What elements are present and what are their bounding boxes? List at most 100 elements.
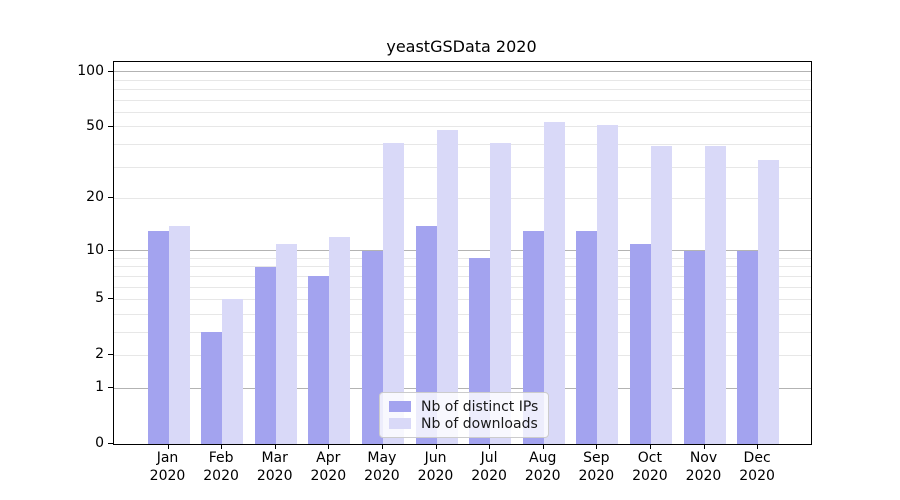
x-tick-year: 2020: [685, 468, 722, 484]
legend-swatch: [389, 418, 411, 429]
x-tick-month: Apr: [316, 450, 341, 466]
legend-entry: Nb of downloads: [389, 415, 538, 432]
y-tick-mark: [108, 354, 113, 356]
gridline-major: [114, 250, 811, 252]
gridline-minor: [114, 354, 811, 356]
gridline-minor: [114, 313, 811, 315]
bar-nb-of-downloads-jun: [436, 130, 458, 444]
bar-nb-of-downloads-mar: [275, 243, 297, 444]
bar-nb-of-downloads-jul: [490, 142, 512, 444]
bar-nb-of-distinct-ips-apr: [308, 276, 330, 444]
x-tick-label: Jan 2020: [138, 449, 198, 485]
x-tick-mark: [649, 444, 651, 449]
bar-nb-of-distinct-ips-sep: [576, 231, 598, 444]
x-tick-year: 2020: [203, 468, 239, 484]
gridline-minor: [114, 266, 811, 268]
bar-nb-of-distinct-ips-mar: [254, 266, 276, 444]
bar-nb-of-distinct-ips-jun: [415, 225, 437, 444]
x-tick-year: 2020: [417, 468, 454, 484]
x-tick-label: May 2020: [352, 449, 412, 485]
y-tick-mark: [108, 443, 113, 444]
x-tick-label: Jun 2020: [406, 449, 466, 485]
bar-nb-of-downloads-may: [382, 142, 404, 444]
legend: Nb of distinct IPs Nb of downloads: [379, 392, 550, 438]
bar-nb-of-distinct-ips-jan: [147, 231, 169, 444]
x-tick-mark: [274, 444, 276, 449]
x-tick-mark: [328, 444, 330, 449]
bar-nb-of-downloads-jan: [168, 225, 190, 444]
gridline-minor: [114, 143, 811, 145]
bar-nb-of-distinct-ips-may: [361, 250, 383, 444]
bar-nb-of-distinct-ips-nov: [683, 250, 705, 444]
y-tick-mark: [108, 249, 113, 251]
x-tick-year: 2020: [310, 468, 347, 484]
x-tick-year: 2020: [149, 468, 186, 484]
x-tick-year: 2020: [739, 468, 775, 484]
y-tick-mark: [108, 125, 113, 127]
x-tick-mark: [757, 444, 759, 449]
x-tick-month: May: [367, 450, 397, 466]
plot-area: [113, 61, 812, 445]
gridline-minor: [114, 89, 811, 91]
x-tick-year: 2020: [256, 468, 293, 484]
legend-swatch: [389, 401, 411, 412]
x-tick-mark: [167, 444, 169, 449]
x-tick-month: Aug: [529, 450, 557, 466]
bar-nb-of-downloads-feb: [222, 299, 244, 444]
gridline-minor: [114, 257, 811, 259]
x-tick-mark: [221, 444, 223, 449]
bar-nb-of-downloads-dec: [758, 159, 780, 444]
y-tick-label: 100: [77, 62, 104, 79]
x-tick-month: Jul: [480, 450, 498, 466]
bar-nb-of-distinct-ips-dec: [737, 250, 759, 444]
y-tick-label: 50: [86, 117, 104, 134]
y-tick-label: 5: [95, 290, 104, 307]
x-tick-label: Dec 2020: [727, 449, 787, 485]
gridline-major: [114, 71, 811, 73]
y-tick-mark: [108, 70, 113, 72]
bar-nb-of-distinct-ips-oct: [629, 243, 651, 444]
y-tick-label: 20: [86, 189, 104, 206]
y-tick-mark: [108, 387, 113, 389]
y-tick-label: 2: [95, 346, 104, 363]
x-tick-mark: [381, 444, 383, 449]
x-tick-year: 2020: [632, 468, 668, 484]
bar-nb-of-downloads-aug: [543, 122, 565, 444]
x-tick-mark: [596, 444, 598, 449]
y-tick-label: 1: [95, 379, 104, 396]
gridline-minor: [114, 166, 811, 168]
y-tick-label: 0: [95, 435, 104, 451]
x-tick-label: Nov 2020: [674, 449, 734, 485]
bar-nb-of-downloads-oct: [650, 146, 672, 444]
legend-label: Nb of downloads: [421, 415, 538, 432]
gridline-minor: [114, 331, 811, 333]
x-tick-label: Apr 2020: [298, 449, 358, 485]
gridline-major: [114, 387, 811, 389]
x-tick-month: Mar: [261, 450, 288, 466]
gridline-minor: [114, 126, 811, 128]
x-tick-label: Aug 2020: [513, 449, 573, 485]
x-tick-label: Mar 2020: [245, 449, 305, 485]
bar-nb-of-downloads-sep: [597, 125, 619, 444]
legend-entry: Nb of distinct IPs: [389, 398, 538, 415]
gridline-minor: [114, 286, 811, 288]
bar-nb-of-downloads-nov: [704, 146, 726, 444]
y-tick-mark: [108, 298, 113, 300]
gridline-minor: [114, 99, 811, 101]
bar-nb-of-downloads-apr: [329, 237, 351, 444]
x-tick-month: Oct: [637, 450, 662, 466]
gridline-minor: [114, 197, 811, 199]
x-tick-mark: [703, 444, 705, 449]
x-tick-year: 2020: [578, 468, 615, 484]
gridline-minor: [114, 298, 811, 300]
gridline-minor: [114, 111, 811, 113]
x-tick-year: 2020: [524, 468, 561, 484]
chart-title: yeastGSData 2020: [386, 37, 537, 56]
x-tick-month: Sep: [583, 450, 610, 466]
x-tick-label: Sep 2020: [566, 449, 626, 485]
legend-label: Nb of distinct IPs: [421, 398, 539, 415]
x-tick-label: Feb 2020: [191, 449, 251, 485]
x-tick-year: 2020: [471, 468, 507, 484]
x-tick-month: Nov: [689, 450, 718, 466]
x-tick-mark: [489, 444, 491, 449]
